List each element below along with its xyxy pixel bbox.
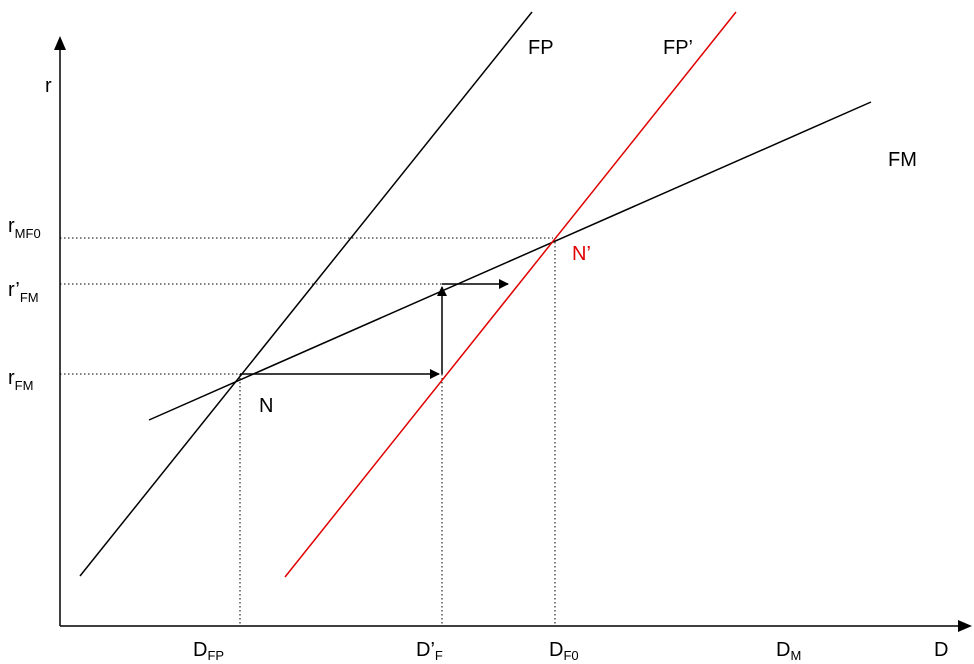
tick-d-fp-sub: FP — [207, 648, 224, 663]
tick-d-fp: DFP — [193, 639, 224, 663]
fp-label: FP — [528, 37, 554, 59]
tick-r-prime-fm-sub: FM — [20, 290, 39, 305]
tick-r-fm: rFM — [8, 367, 33, 393]
tick-d-fp-main: D — [193, 639, 207, 661]
fm-curve — [148, 101, 872, 421]
tick-d-f0: DF0 — [549, 639, 579, 663]
tick-d-prime-f-sub: F — [435, 648, 443, 663]
fp-curve — [79, 11, 533, 577]
x-axis-label: D — [934, 639, 948, 661]
tick-d-f0-sub: F0 — [563, 648, 578, 663]
tick-d-prime-f: D’F — [416, 639, 443, 663]
tick-r-mf0-main: r — [8, 215, 15, 237]
tick-r-fm-sub: FM — [15, 378, 34, 393]
tick-d-f0-main: D — [549, 639, 563, 661]
point-n-prime-label: N’ — [572, 243, 591, 265]
x-axis-arrow-icon — [958, 620, 972, 632]
tick-r-prime-fm: r’FM — [8, 279, 39, 305]
fm-label: FM — [888, 149, 917, 171]
fp-prime-curve — [284, 11, 737, 578]
tick-r-mf0: rMF0 — [8, 215, 41, 241]
fp-prime-label: FP’ — [663, 37, 693, 59]
tick-d-prime-f-main: D’ — [416, 639, 435, 661]
adjustment-path — [240, 279, 509, 379]
y-axis-label: r — [45, 75, 52, 97]
tick-r-mf0-sub: MF0 — [15, 226, 41, 241]
tick-r-prime-fm-main: r’ — [8, 279, 20, 301]
tick-d-m: DM — [776, 639, 801, 663]
tick-d-m-main: D — [776, 639, 790, 661]
point-n-label: N — [259, 395, 273, 417]
tick-d-m-sub: M — [790, 648, 801, 663]
dotted-guides — [60, 237, 556, 626]
tick-r-fm-main: r — [8, 367, 15, 389]
y-axis-arrow-icon — [54, 36, 66, 50]
